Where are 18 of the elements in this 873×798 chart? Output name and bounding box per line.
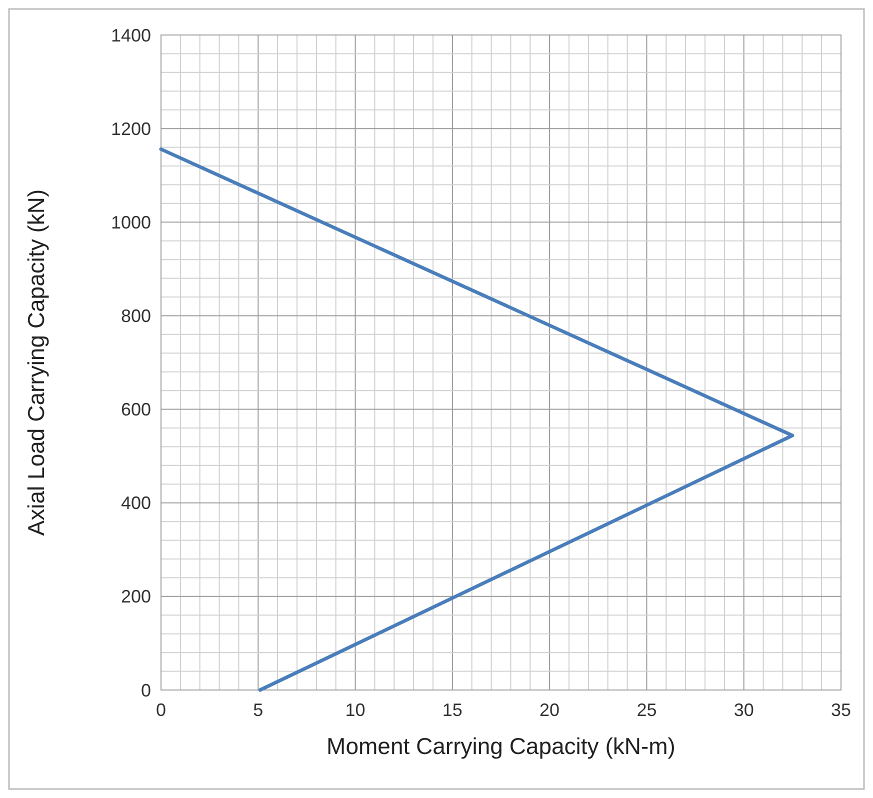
y-tick-label: 1200 [110, 118, 151, 139]
x-axis-title: Moment Carrying Capacity (kN-m) [326, 733, 676, 759]
x-tick-label: 10 [345, 700, 366, 720]
y-tick-label: 600 [120, 400, 151, 420]
x-tick-label: 30 [734, 700, 754, 720]
y-tick-label: 1400 [110, 25, 151, 46]
x-tick-label: 0 [156, 700, 166, 720]
x-tick-label: 20 [540, 700, 560, 720]
y-tick-label: 0 [140, 680, 151, 700]
y-tick-label: 400 [120, 493, 151, 514]
x-tick-label: 35 [830, 700, 852, 720]
y-axis-title: Axial Load Carrying Capacity (kN) [23, 189, 49, 536]
y-tick-label: 200 [120, 586, 151, 607]
x-tick-label: 5 [253, 700, 264, 720]
x-tick-label: 15 [442, 700, 462, 720]
x-tick-label: 25 [636, 700, 657, 720]
y-tick-label: 800 [120, 306, 151, 326]
y-tick-label: 1000 [110, 212, 151, 232]
